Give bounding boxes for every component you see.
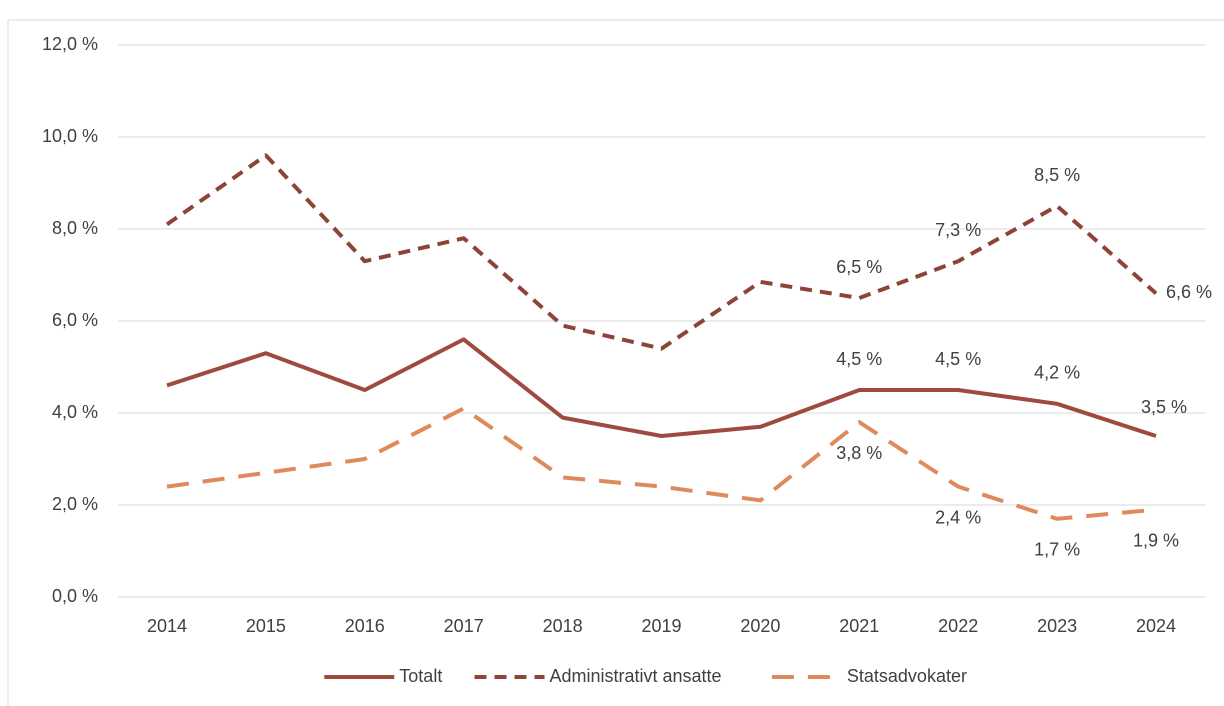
data-label: 6,6 % [1166, 282, 1212, 302]
series-line [166, 337, 1157, 438]
y-tick-label: 0,0 % [52, 586, 98, 606]
x-tick-label: 2017 [444, 616, 484, 636]
data-label: 4,2 % [1034, 363, 1080, 383]
data-label: 8,5 % [1034, 165, 1080, 185]
y-tick-label: 8,0 % [52, 218, 98, 238]
data-label: 3,8 % [836, 443, 882, 463]
data-label: 2,4 % [935, 507, 981, 527]
y-tick-label: 2,0 % [52, 494, 98, 514]
x-tick-label: 2019 [641, 616, 681, 636]
legend-label: Totalt [399, 666, 442, 686]
data-label: 4,5 % [836, 349, 882, 369]
data-label: 1,9 % [1133, 530, 1179, 550]
x-tick-label: 2018 [543, 616, 583, 636]
x-tick-label: 2024 [1136, 616, 1176, 636]
data-label: 7,3 % [935, 220, 981, 240]
data-label: 4,5 % [935, 349, 981, 369]
y-tick-label: 6,0 % [52, 310, 98, 330]
chart-frame [7, 19, 1224, 706]
x-tick-label: 2014 [147, 616, 187, 636]
series-line [165, 153, 1158, 351]
series-line [166, 406, 1157, 521]
x-tick-label: 2021 [839, 616, 879, 636]
x-tick-label: 2022 [938, 616, 978, 636]
legend-label: Statsadvokater [847, 666, 967, 686]
x-tick-label: 2023 [1037, 616, 1077, 636]
x-tick-label: 2020 [740, 616, 780, 636]
y-tick-label: 12,0 % [42, 34, 98, 54]
data-label: 1,7 % [1034, 540, 1080, 560]
y-tick-label: 4,0 % [52, 402, 98, 422]
data-label: 6,5 % [836, 257, 882, 277]
x-tick-label: 2015 [246, 616, 286, 636]
legend-label: Administrativt ansatte [550, 666, 722, 686]
y-tick-label: 10,0 % [42, 126, 98, 146]
data-label: 3,5 % [1141, 397, 1187, 417]
x-tick-label: 2016 [345, 616, 385, 636]
